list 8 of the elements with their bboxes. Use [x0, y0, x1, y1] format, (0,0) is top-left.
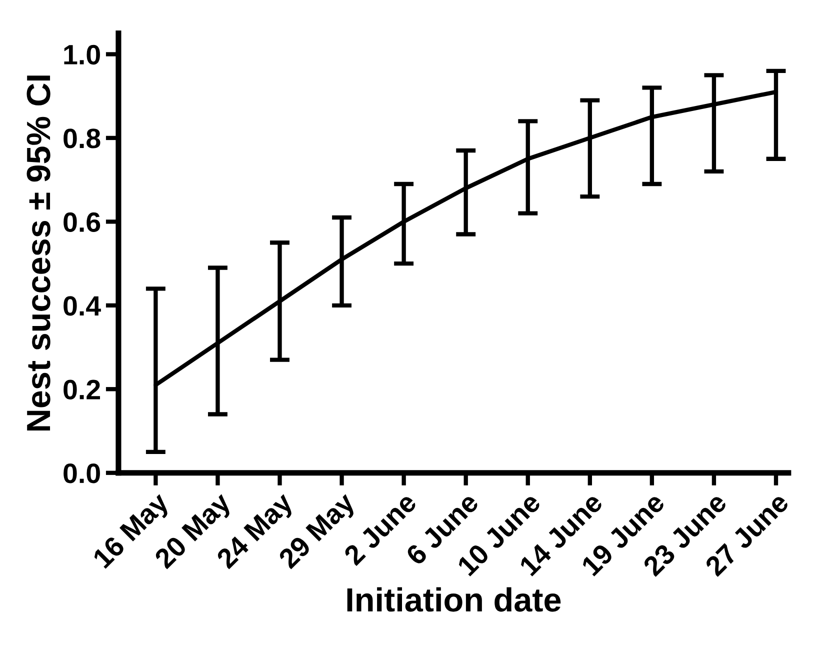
y-tick-label: 1.0 — [64, 44, 100, 65]
y-axis-title: Nest success ± 95% CI — [26, 76, 50, 430]
y-tick-label: 0.6 — [64, 212, 100, 232]
y-tick-label: 0.0 — [64, 464, 100, 484]
y-tick-label: 0.8 — [64, 128, 100, 148]
y-tick-label: 0.4 — [64, 296, 101, 316]
x-axis-title: Initiation date — [347, 587, 561, 612]
y-tick-label: 0.2 — [64, 380, 100, 400]
